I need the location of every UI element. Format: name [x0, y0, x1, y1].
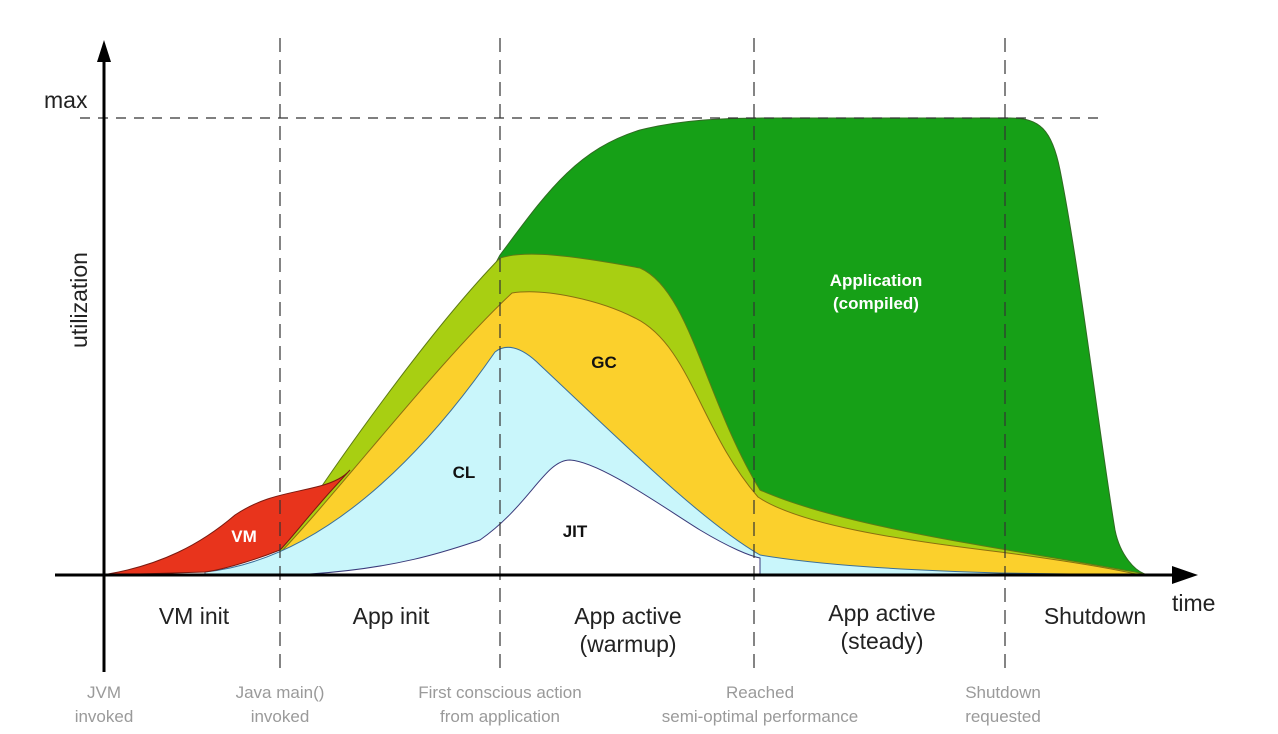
cl-label-line-1: CL [453, 463, 476, 482]
phase-app-active-steady-line-2: (steady) [840, 628, 923, 654]
gc-label: GC [591, 353, 617, 372]
phase-vm-init-line-1: VM init [159, 603, 230, 629]
jit-area [309, 459, 761, 576]
jit-label: JIT [563, 522, 588, 541]
x-axis-arrow [1172, 566, 1198, 584]
event-first-conscious-action: First conscious action from application [418, 683, 581, 726]
application-label-line-2: (compiled) [833, 294, 919, 313]
event-java-main-invoked: Java main() invoked [236, 683, 325, 726]
phase-shutdown-line-1: Shutdown [1044, 603, 1146, 629]
phase-app-active-warmup-line-2: (warmup) [579, 631, 676, 657]
event-semi-optimal-performance-line-1: Reached [726, 683, 794, 702]
phase-app-active-steady: App active (steady) [828, 600, 935, 654]
x-axis-label: time [1172, 590, 1215, 616]
gc-label-line-1: GC [591, 353, 617, 372]
application-label: Application (compiled) [830, 271, 923, 313]
vm-label-line-1: VM [231, 527, 257, 546]
application-label-line-1: Application [830, 271, 923, 290]
event-shutdown-requested: Shutdown requested [965, 683, 1041, 726]
phase-app-init-line-1: App init [353, 603, 430, 629]
event-jvm-invoked-line-2: invoked [75, 707, 134, 726]
event-semi-optimal-performance: Reached semi-optimal performance [662, 683, 859, 726]
phase-app-active-warmup-line-1: App active [574, 603, 681, 629]
event-jvm-invoked-line-1: JVM [87, 683, 121, 702]
y-axis-arrow [97, 40, 111, 62]
vm-label: VM [231, 527, 257, 546]
event-java-main-invoked-line-2: invoked [251, 707, 310, 726]
event-java-main-invoked-line-1: Java main() [236, 683, 325, 702]
jit-label-line-1: JIT [563, 522, 588, 541]
event-semi-optimal-performance-line-2: semi-optimal performance [662, 707, 859, 726]
phase-shutdown: Shutdown [1044, 603, 1146, 629]
event-first-conscious-action-line-1: First conscious action [418, 683, 581, 702]
y-axis-label: utilization [66, 252, 92, 348]
phase-vm-init: VM init [159, 603, 230, 629]
cl-label: CL [453, 463, 476, 482]
vm-area [107, 469, 351, 576]
event-shutdown-requested-line-1: Shutdown [965, 683, 1041, 702]
event-first-conscious-action-line-2: from application [440, 707, 560, 726]
event-shutdown-requested-line-2: requested [965, 707, 1041, 726]
y-max-label: max [44, 87, 88, 113]
phase-app-active-steady-line-1: App active [828, 600, 935, 626]
phase-app-init: App init [353, 603, 430, 629]
event-jvm-invoked: JVM invoked [75, 683, 134, 726]
phase-app-active-warmup: App active (warmup) [574, 603, 681, 657]
cl-area [204, 346, 1141, 576]
